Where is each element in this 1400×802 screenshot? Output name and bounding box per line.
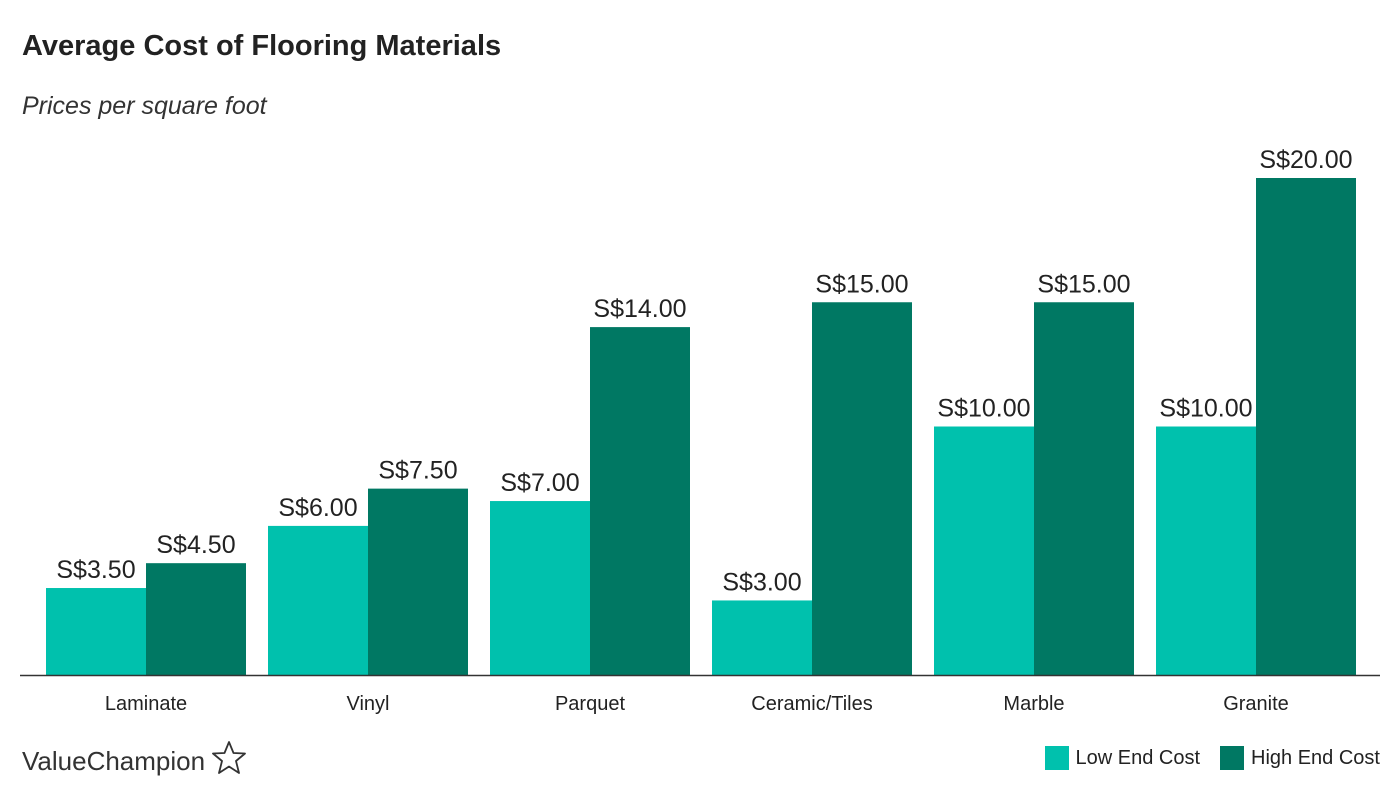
bar-high-marble: [1034, 302, 1134, 675]
bar-high-laminate: [146, 563, 246, 675]
data-label: S$7.00: [500, 469, 579, 497]
bar-high-ceramic-tiles: [812, 302, 912, 675]
data-label: S$14.00: [593, 295, 686, 323]
data-label: S$20.00: [1259, 146, 1352, 174]
star-icon: [211, 740, 247, 783]
brand-logo: ValueChampion: [22, 740, 247, 783]
bar-low-vinyl: [268, 525, 368, 675]
data-label: S$15.00: [815, 270, 908, 298]
legend: Low End Cost High End Cost: [1025, 746, 1380, 770]
x-tick-label: Marble: [1003, 693, 1064, 715]
bar-low-laminate: [46, 588, 146, 675]
data-label: S$4.50: [156, 531, 235, 559]
brand-name: ValueChampion: [22, 746, 206, 776]
bar-low-ceramic-tiles: [712, 600, 812, 675]
bar-low-granite: [1156, 426, 1256, 675]
bar-high-granite: [1256, 178, 1356, 675]
bar-high-vinyl: [368, 488, 468, 675]
x-tick-label: Laminate: [105, 693, 187, 715]
data-label: S$3.00: [722, 568, 801, 596]
x-tick-label: Vinyl: [347, 693, 390, 715]
legend-item-low: Low End Cost: [1044, 746, 1201, 770]
chart-subtitle: Prices per square foot: [22, 92, 267, 120]
bar-low-parquet: [490, 501, 590, 675]
data-label: S$15.00: [1037, 270, 1130, 298]
data-label: S$7.50: [378, 457, 457, 485]
data-label: S$10.00: [1159, 395, 1252, 423]
legend-swatch-low: [1044, 746, 1069, 770]
data-label: S$6.00: [278, 494, 357, 522]
x-tick-label: Ceramic/Tiles: [751, 693, 873, 715]
legend-label-high: High End Cost: [1251, 746, 1380, 769]
bar-low-marble: [934, 426, 1034, 675]
data-label: S$3.50: [56, 556, 135, 584]
bar-high-parquet: [590, 327, 690, 675]
legend-swatch-high: [1220, 746, 1245, 770]
chart-title: Average Cost of Flooring Materials: [22, 30, 502, 62]
x-tick-label: Granite: [1223, 693, 1289, 715]
x-tick-label: Parquet: [555, 693, 625, 715]
legend-item-high: High End Cost: [1220, 746, 1380, 770]
legend-label-low: Low End Cost: [1075, 746, 1201, 769]
data-label: S$10.00: [937, 395, 1030, 423]
